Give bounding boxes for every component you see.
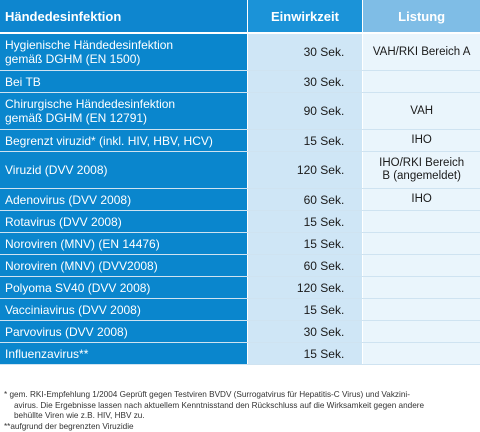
table-row: Viruzid (DVV 2008) 120 Sek. IHO/RKI Bere… bbox=[0, 152, 480, 189]
table-row: Influenzavirus** 15 Sek. bbox=[0, 343, 480, 365]
row-listing: VAH/RKI Bereich A bbox=[363, 33, 480, 71]
table-row: Begrenzt viruzid* (inkl. HIV, HBV, HCV) … bbox=[0, 130, 480, 152]
table-row: Noroviren (MNV) (DVV2008) 60 Sek. bbox=[0, 255, 480, 277]
row-time: 15 Sek. bbox=[247, 130, 363, 152]
row-time: 30 Sek. bbox=[247, 33, 363, 71]
row-name: Parvovirus (DVV 2008) bbox=[0, 321, 247, 343]
row-listing bbox=[363, 71, 480, 93]
row-listing bbox=[363, 299, 480, 321]
row-listing bbox=[363, 277, 480, 299]
row-listing bbox=[363, 321, 480, 343]
row-listing bbox=[363, 343, 480, 365]
row-listing bbox=[363, 233, 480, 255]
row-time: 30 Sek. bbox=[247, 71, 363, 93]
table-row: Adenovirus (DVV 2008) 60 Sek. IHO bbox=[0, 189, 480, 211]
row-name: Noroviren (MNV) (DVV2008) bbox=[0, 255, 247, 277]
table-row: Bei TB 30 Sek. bbox=[0, 71, 480, 93]
row-name: Rotavirus (DVV 2008) bbox=[0, 211, 247, 233]
row-name: Bei TB bbox=[0, 71, 247, 93]
header-einwirkzeit: Einwirkzeit bbox=[247, 0, 363, 33]
table-row: Rotavirus (DVV 2008) 15 Sek. bbox=[0, 211, 480, 233]
header-listung: Listung bbox=[363, 0, 480, 33]
row-listing: VAH bbox=[363, 93, 480, 130]
footnotes: * gem. RKI-Empfehlung 1/2004 Geprüft geg… bbox=[4, 390, 476, 432]
header-haendedesinfektion: Händedesinfektion bbox=[0, 0, 247, 33]
footnote-1-line-1: * gem. RKI-Empfehlung 1/2004 Geprüft geg… bbox=[4, 390, 476, 401]
row-time: 15 Sek. bbox=[247, 299, 363, 321]
row-listing bbox=[363, 255, 480, 277]
footnote-1-line-3: behüllte Viren wie z.B. HIV, HBV zu. bbox=[4, 411, 476, 422]
row-listing: IHO bbox=[363, 189, 480, 211]
row-listing bbox=[363, 211, 480, 233]
row-time: 120 Sek. bbox=[247, 152, 363, 189]
row-name: Noroviren (MNV) (EN 14476) bbox=[0, 233, 247, 255]
row-time: 120 Sek. bbox=[247, 277, 363, 299]
row-time: 15 Sek. bbox=[247, 343, 363, 365]
row-listing: IHO bbox=[363, 130, 480, 152]
footnote-2: **aufgrund der begrenzten Viruzidie bbox=[4, 422, 476, 432]
row-time: 15 Sek. bbox=[247, 211, 363, 233]
row-name: Begrenzt viruzid* (inkl. HIV, HBV, HCV) bbox=[0, 130, 247, 152]
row-time: 90 Sek. bbox=[247, 93, 363, 130]
row-name: Viruzid (DVV 2008) bbox=[0, 152, 247, 189]
disinfection-table: Händedesinfektion Einwirkzeit Listung Hy… bbox=[0, 0, 480, 365]
table-row: Polyoma SV40 (DVV 2008) 120 Sek. bbox=[0, 277, 480, 299]
row-time: 60 Sek. bbox=[247, 189, 363, 211]
row-name: Adenovirus (DVV 2008) bbox=[0, 189, 247, 211]
row-name: Vacciniavirus (DVV 2008) bbox=[0, 299, 247, 321]
table-row: Parvovirus (DVV 2008) 30 Sek. bbox=[0, 321, 480, 343]
table-row: Noroviren (MNV) (EN 14476) 15 Sek. bbox=[0, 233, 480, 255]
table-row: Vacciniavirus (DVV 2008) 15 Sek. bbox=[0, 299, 480, 321]
row-time: 60 Sek. bbox=[247, 255, 363, 277]
row-name: Polyoma SV40 (DVV 2008) bbox=[0, 277, 247, 299]
row-name: Influenzavirus** bbox=[0, 343, 247, 365]
table-header-row: Händedesinfektion Einwirkzeit Listung bbox=[0, 0, 480, 33]
footnote-1-line-2: avirus. Die Ergebnisse lassen nach aktue… bbox=[4, 401, 476, 412]
row-time: 15 Sek. bbox=[247, 233, 363, 255]
row-time: 30 Sek. bbox=[247, 321, 363, 343]
